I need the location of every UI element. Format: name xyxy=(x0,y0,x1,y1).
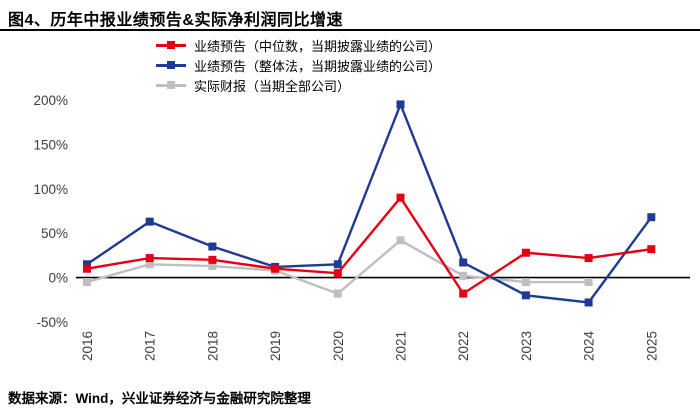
legend-item-forecast-overall: 业绩预告（整体法，当期披露业绩的公司） xyxy=(156,57,442,74)
legend-marker-square-icon xyxy=(156,60,186,70)
svg-text:0%: 0% xyxy=(48,271,68,286)
data-source: 数据来源：Wind，兴业证券经济与金融研究院整理 xyxy=(8,391,311,406)
legend-marker-square-icon xyxy=(156,40,186,50)
chart-svg: 200% 150% 100% 50% 0% -50% 2016 2017 2018 2019 202… xyxy=(33,93,690,362)
legend-label: 实际财报（当期全部公司） xyxy=(194,78,351,94)
legend-marker-square-icon xyxy=(156,80,186,90)
svg-text:100%: 100% xyxy=(33,182,68,197)
title-divider xyxy=(0,29,700,31)
svg-text:2024: 2024 xyxy=(582,331,597,362)
svg-text:2016: 2016 xyxy=(80,331,95,361)
svg-text:150%: 150% xyxy=(33,137,68,152)
svg-text:2019: 2019 xyxy=(268,331,283,361)
legend-item-actual: 实际财报（当期全部公司） xyxy=(156,77,441,94)
svg-text:2025: 2025 xyxy=(644,331,659,361)
svg-text:-50%: -50% xyxy=(36,315,68,330)
svg-text:2022: 2022 xyxy=(456,331,471,361)
chart-legend: 业绩预告（中位数，当期披露业绩的公司） 业绩预告（整体法，当期披露业绩的公司） … xyxy=(156,37,442,94)
legend-item-forecast-median: 业绩预告（中位数，当期披露业绩的公司） xyxy=(156,37,442,54)
svg-text:2021: 2021 xyxy=(394,331,409,361)
svg-text:2017: 2017 xyxy=(143,331,158,361)
svg-text:50%: 50% xyxy=(41,226,68,241)
figure-title: 图4、历年中报业绩预告&实际净利润同比增速 xyxy=(8,12,343,29)
svg-text:200%: 200% xyxy=(33,93,68,108)
svg-text:2020: 2020 xyxy=(331,331,346,361)
legend-label: 业绩预告（中位数，当期披露业绩的公司） xyxy=(194,38,442,54)
svg-text:2018: 2018 xyxy=(205,331,220,361)
legend-label: 业绩预告（整体法，当期披露业绩的公司） xyxy=(194,58,442,74)
svg-text:2023: 2023 xyxy=(519,331,534,361)
